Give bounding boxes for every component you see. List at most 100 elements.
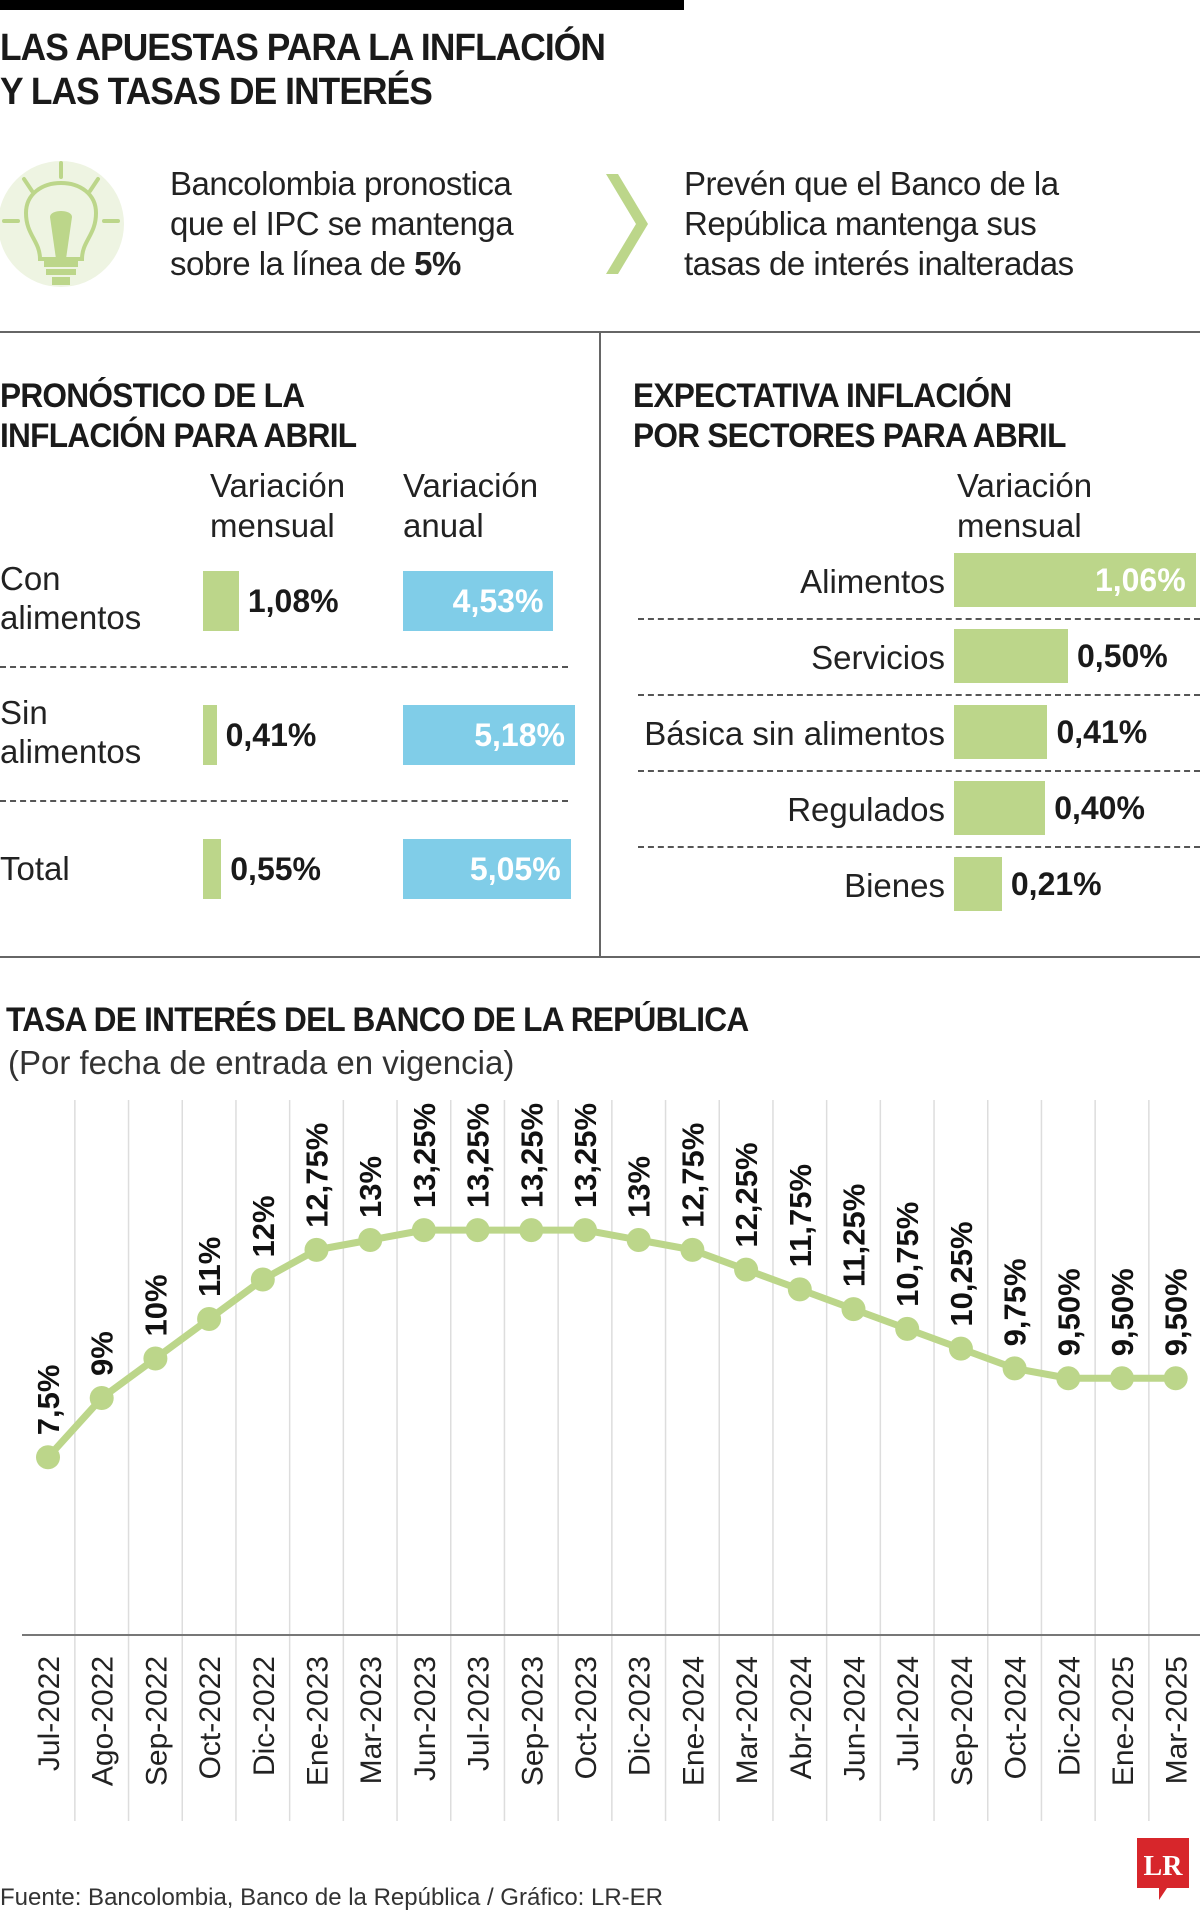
x-tick-label: Dic-2023 <box>624 1656 657 1776</box>
data-point <box>304 1237 329 1262</box>
sector-bar <box>954 857 1002 911</box>
sector-label: Alimentos <box>800 563 945 600</box>
data-point <box>626 1228 651 1252</box>
data-label: 11,25% <box>837 1184 872 1287</box>
text-line: sobre la línea de 5% <box>170 244 513 284</box>
data-point <box>1110 1366 1134 1391</box>
data-label: 11,75% <box>783 1164 818 1267</box>
x-tick-label: Jul-2023 <box>463 1656 496 1771</box>
row-divider <box>0 800 568 802</box>
row-divider <box>638 694 1200 696</box>
x-tick-label: Oct-2023 <box>570 1656 603 1779</box>
data-point <box>1002 1356 1027 1381</box>
title-line: Y LAS TASAS DE INTERÉS <box>0 71 433 113</box>
sector-label: Básica sin alimentos <box>644 715 945 752</box>
highlight-value: 5% <box>414 245 461 282</box>
monthly-bar <box>203 839 222 899</box>
text-line: Prevén que el Banco de la <box>684 165 1059 202</box>
annual-bar: 4,53% <box>403 571 554 631</box>
data-label: 13,25% <box>514 1103 549 1208</box>
x-tick-label: Jul-2022 <box>33 1656 66 1771</box>
data-label: 9,50% <box>1105 1268 1140 1356</box>
x-tick-label: Mar-2024 <box>731 1656 764 1784</box>
monthly-bar <box>203 705 217 765</box>
data-point <box>734 1257 759 1282</box>
label-line: Sin <box>0 694 48 731</box>
intro-left-text: Bancolombia pronostica que el IPC se man… <box>170 164 514 284</box>
label-line: alimentos <box>0 599 142 636</box>
text: sobre la línea de <box>170 245 415 282</box>
sector-value: 0,50% <box>1077 638 1168 674</box>
x-tick-label: Jun-2023 <box>409 1656 442 1781</box>
data-point <box>573 1218 597 1243</box>
text-line: tasas de interés inalteradas <box>684 245 1074 282</box>
data-point <box>841 1297 866 1322</box>
data-point <box>465 1218 490 1243</box>
divider <box>599 331 601 957</box>
lightbulb-icon <box>0 161 124 287</box>
title-line: INFLACIÓN PARA ABRIL <box>0 417 357 455</box>
data-label: 13,25% <box>407 1103 442 1208</box>
footer-source: Fuente: Bancolombia, Banco de la Repúbli… <box>0 1884 664 1911</box>
title-line: PRONÓSTICO DE LA <box>0 377 305 415</box>
row-label: Sin alimentos <box>0 693 141 771</box>
x-tick-label: Sep-2024 <box>946 1656 979 1786</box>
forecast-title: PRONÓSTICO DE LA INFLACIÓN PARA ABRIL <box>0 376 357 456</box>
row-divider <box>638 770 1200 772</box>
x-tick-label: Mar-2023 <box>355 1656 388 1784</box>
data-label: 9,50% <box>1159 1268 1194 1356</box>
x-tick-label: Ene-2023 <box>302 1656 335 1786</box>
x-tick-label: Abr-2024 <box>785 1656 818 1779</box>
sector-value: 1,06% <box>1094 562 1186 598</box>
data-label: 10% <box>138 1274 173 1336</box>
monthly-value: 1,08% <box>247 583 339 619</box>
header-line: Variación <box>957 467 1093 504</box>
header-line: mensual <box>210 507 335 544</box>
data-point <box>36 1445 60 1470</box>
intro-right-text: Prevén que el Banco de la República mant… <box>684 164 1074 284</box>
series-line <box>45 1226 1176 1460</box>
page-title: LAS APUESTAS PARA LA INFLACIÓN Y LAS TAS… <box>0 26 606 114</box>
label-line: Con <box>0 560 61 597</box>
label-line: alimentos <box>0 733 142 770</box>
text-line: Bancolombia pronostica <box>170 165 512 202</box>
data-label: 13,25% <box>461 1103 496 1208</box>
row-label: Con alimentos <box>0 559 141 637</box>
data-point <box>895 1316 920 1341</box>
col-header-annual: Variación anual <box>403 466 538 546</box>
x-tick-label: Sep-2022 <box>140 1656 173 1786</box>
sector-label: Servicios <box>811 639 945 676</box>
sector-bar <box>954 781 1046 835</box>
annual-value: 5,18% <box>474 716 565 753</box>
data-point <box>250 1267 275 1292</box>
x-tick-label: Dic-2022 <box>248 1656 281 1776</box>
row-divider <box>638 846 1200 848</box>
title-line: POR SECTORES PARA ABRIL <box>633 417 1066 455</box>
data-point <box>519 1218 544 1243</box>
data-label: 13% <box>622 1156 657 1218</box>
divider <box>0 956 1200 958</box>
svg-text:LR: LR <box>1144 1851 1184 1882</box>
data-point <box>143 1346 168 1371</box>
data-label: 11% <box>192 1237 227 1297</box>
data-point <box>1163 1366 1188 1391</box>
data-point <box>411 1218 436 1243</box>
header-line: anual <box>403 507 484 544</box>
text-line: República mantenga sus <box>684 205 1037 242</box>
data-label: 13% <box>353 1156 388 1218</box>
data-label: 9,75% <box>998 1258 1033 1346</box>
x-tick-label: Dic-2024 <box>1053 1656 1086 1776</box>
x-tick-label: Ene-2024 <box>677 1656 710 1786</box>
data-point <box>680 1237 705 1262</box>
data-point <box>1056 1366 1081 1391</box>
data-label: 12,75% <box>300 1123 335 1228</box>
sector-bar <box>954 629 1068 683</box>
annual-bar: 5,05% <box>403 839 571 899</box>
data-label: 7,5% <box>31 1365 66 1436</box>
sector-label: Regulados <box>787 791 945 828</box>
annual-value: 4,53% <box>452 582 544 619</box>
monthly-value: 0,55% <box>230 851 321 887</box>
data-label: 12% <box>246 1195 281 1257</box>
sectors-title: EXPECTATIVA INFLACIÓN POR SECTORES PARA … <box>633 376 1066 456</box>
x-tick-label: Oct-2022 <box>194 1656 227 1779</box>
